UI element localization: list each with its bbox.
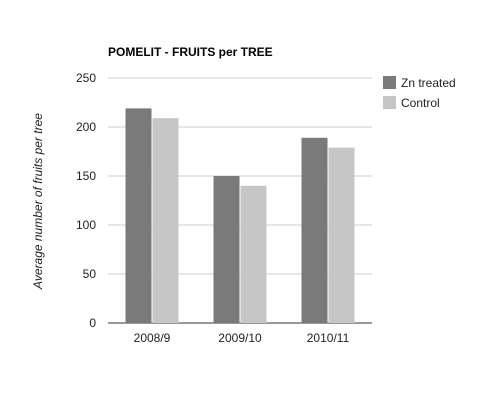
y-tick-label: 200 <box>76 120 96 134</box>
bar-control-2010-11 <box>328 147 355 323</box>
legend-swatch <box>383 96 396 109</box>
bars <box>125 108 355 324</box>
y-tick-label: 150 <box>76 169 96 183</box>
y-tick-label: 100 <box>76 218 96 232</box>
bar-zn-treated-2008-9 <box>125 108 152 323</box>
y-tick-label: 250 <box>76 71 96 85</box>
chart-title: POMELIT - FRUITS per TREE <box>108 45 273 59</box>
bar-zn-treated-2010-11 <box>301 137 328 323</box>
bar-zn-treated-2009-10 <box>213 176 240 323</box>
x-tick-label: 2010/11 <box>307 331 350 345</box>
legend-swatch <box>383 76 396 89</box>
legend-label: Control <box>401 96 440 110</box>
x-tick-label: 2009/10 <box>218 331 262 345</box>
legend: Zn treated Control <box>383 76 456 110</box>
y-tick-labels: 0 50 100 150 200 250 <box>76 71 96 330</box>
y-tick-label: 50 <box>83 267 97 281</box>
x-tick-label: 2008/9 <box>134 331 171 345</box>
y-tick-label: 0 <box>89 316 96 330</box>
legend-label: Zn treated <box>401 76 456 90</box>
y-axis-label: Average number of fruits per tree <box>31 113 45 290</box>
x-tick-labels: 2008/9 2009/10 2010/11 <box>134 331 350 345</box>
grid-lines <box>108 77 372 324</box>
bar-control-2009-10 <box>240 185 267 323</box>
bar-control-2008-9 <box>152 118 179 324</box>
